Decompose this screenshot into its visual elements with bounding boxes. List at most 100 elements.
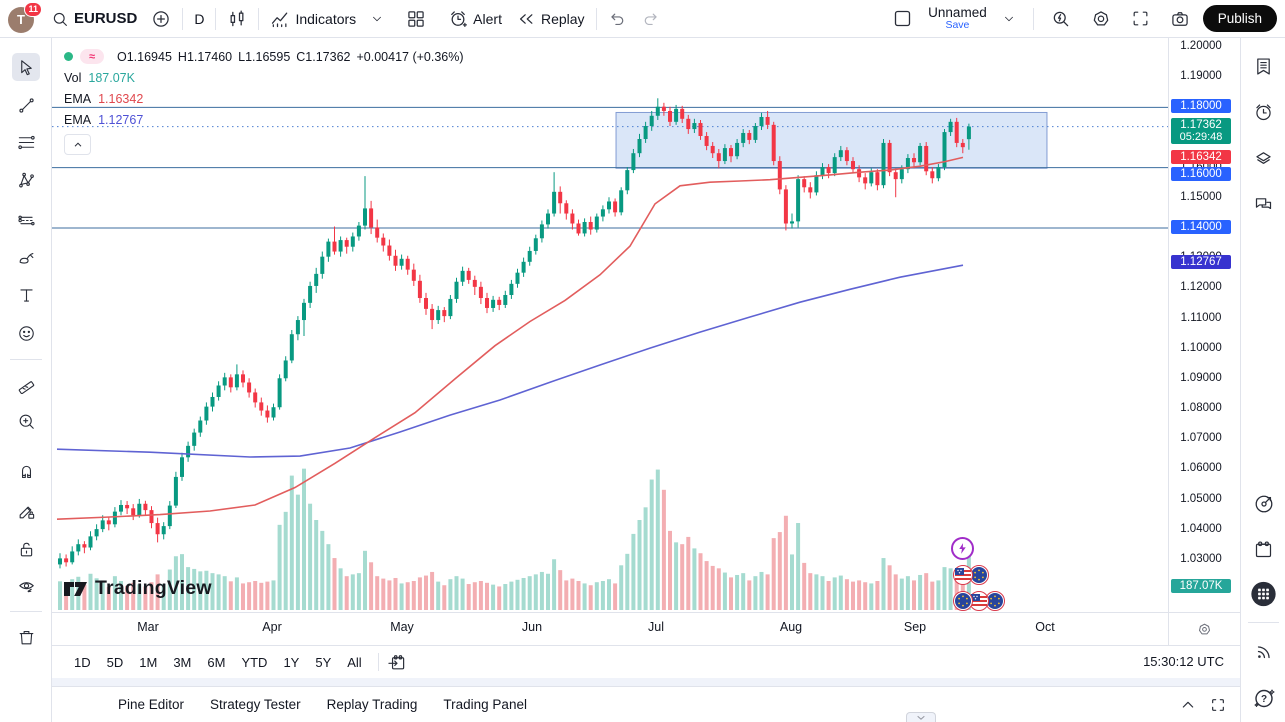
feed-button[interactable] <box>1250 638 1277 665</box>
help-button[interactable]: ? <box>1250 684 1277 711</box>
layout-menu[interactable]: Unnamed Save <box>926 5 989 32</box>
indicators-button[interactable]: Indicators <box>263 5 363 33</box>
footer-tab-trading-panel[interactable]: Trading Panel <box>443 697 527 712</box>
range-button-all[interactable]: All <box>347 654 362 670</box>
economic-event-flag-eu-icon[interactable] <box>985 591 1005 611</box>
fullscreen-icon[interactable] <box>1124 5 1157 32</box>
settings-gear-icon[interactable] <box>1084 5 1118 33</box>
price-tick: 1.15000 <box>1180 190 1222 203</box>
volume-legend-row[interactable]: Vol 187.07K <box>64 67 464 88</box>
economic-event-flag-us-icon[interactable] <box>953 565 973 585</box>
range-button-ytd[interactable]: YTD <box>241 654 268 670</box>
lock-drawings-button[interactable] <box>12 535 40 563</box>
chat-button[interactable] <box>1250 191 1277 218</box>
pattern-tool-button[interactable] <box>12 166 40 194</box>
trend-line-tool-button[interactable] <box>12 91 40 119</box>
economic-event-lightning-icon[interactable] <box>951 537 974 560</box>
chart-style-button[interactable] <box>220 5 254 33</box>
ema-slow-legend-row[interactable]: EMA 1.12767 <box>64 109 464 130</box>
zoom-in-button[interactable] <box>12 407 40 435</box>
symbol-legend-row[interactable]: ≈ O1.16945 H1.17460 L1.16595 C1.17362 +0… <box>64 46 464 67</box>
volume-value: 187.07K <box>88 70 135 85</box>
price-tick: 1.10000 <box>1180 341 1222 354</box>
footer-tab-replay-trading[interactable]: Replay Trading <box>326 697 418 712</box>
footer-tab-pine-editor[interactable]: Pine Editor <box>118 697 185 712</box>
session-clock[interactable]: 15:30:12 UTC <box>1143 654 1224 669</box>
emoji-tool-button[interactable] <box>12 319 40 347</box>
cursor-tool-button[interactable] <box>12 53 40 81</box>
quick-search-icon[interactable] <box>1044 5 1078 33</box>
drawing-mode-button[interactable] <box>12 497 40 525</box>
toolbar-separator <box>215 7 217 30</box>
text-tool-button[interactable] <box>12 281 40 309</box>
magnet-tool-button[interactable] <box>12 459 40 487</box>
ema-fast-legend-row[interactable]: EMA 1.16342 <box>64 88 464 109</box>
ohlc-change: +0.00417 (+0.36%) <box>356 49 464 64</box>
user-menu-button[interactable]: T 11 <box>8 1 42 34</box>
brush-tool-button[interactable] <box>12 243 40 271</box>
economic-event-flag-us-icon[interactable] <box>969 591 989 611</box>
ema-fast-label: EMA <box>64 91 92 106</box>
month-label: Sep <box>903 620 927 634</box>
watchlist-button[interactable] <box>1250 53 1277 80</box>
alerts-panel-button[interactable] <box>1250 99 1277 126</box>
axis-settings-gear-icon[interactable] <box>1197 622 1212 637</box>
panel-resize-handle[interactable] <box>906 712 936 722</box>
calendar-button[interactable] <box>1250 536 1277 563</box>
chart-canvas[interactable] <box>52 38 1168 612</box>
legend-collapse-button[interactable] <box>64 134 91 155</box>
data-window-layers-button[interactable] <box>1250 145 1277 172</box>
interval-button[interactable]: D <box>194 10 205 27</box>
replay-icon <box>516 9 536 29</box>
range-button-5y[interactable]: 5Y <box>315 654 332 670</box>
position-projection-tool-button[interactable] <box>12 206 40 234</box>
range-button-1d[interactable]: 1D <box>74 654 91 670</box>
range-button-1y[interactable]: 1Y <box>283 654 300 670</box>
ema-slow-value: 1.12767 <box>98 112 144 127</box>
alert-button[interactable]: Alert <box>441 5 509 33</box>
price-axis-badge: 1.14000 <box>1171 219 1231 234</box>
range-separator <box>377 653 379 671</box>
price-axis-badge: 187.07K <box>1171 578 1231 593</box>
panel-maximize-icon[interactable] <box>1210 697 1226 713</box>
panel-expand-chevron-icon[interactable] <box>1180 697 1196 713</box>
snapshot-camera-icon[interactable] <box>1163 5 1197 33</box>
economic-event-flag-eu-icon[interactable] <box>953 591 973 611</box>
compare-add-button[interactable] <box>144 5 178 33</box>
screener-button[interactable] <box>1250 490 1277 517</box>
hide-drawings-button[interactable] <box>12 572 40 600</box>
redo-button[interactable] <box>634 5 667 32</box>
range-button-1m[interactable]: 1M <box>139 654 158 670</box>
axis-settings-corner <box>1168 612 1240 645</box>
economic-event-flag-eu-icon[interactable] <box>969 565 989 585</box>
symbol-search-button[interactable]: EURUSD <box>44 6 144 32</box>
publish-button[interactable]: Publish <box>1202 5 1277 32</box>
indicator-templates-chevron[interactable] <box>363 8 391 30</box>
undo-button[interactable] <box>601 5 634 32</box>
toolbar-divider <box>10 359 42 360</box>
remove-drawings-trash-button[interactable] <box>12 623 40 651</box>
range-button-3m[interactable]: 3M <box>173 654 192 670</box>
layout-chevron-down-icon[interactable] <box>995 8 1023 30</box>
go-to-date-icon[interactable] <box>387 653 406 672</box>
save-button[interactable]: Save <box>945 18 970 31</box>
month-label: Oct <box>1035 620 1055 634</box>
ema-fast-value: 1.16342 <box>98 91 144 106</box>
delayed-data-icon[interactable]: ≈ <box>80 49 104 64</box>
layout-thumbnail-icon[interactable] <box>885 4 920 33</box>
measure-ruler-button[interactable] <box>12 370 40 398</box>
month-label: Jul <box>648 620 664 634</box>
apps-grid-button[interactable] <box>1250 580 1277 607</box>
footer-tab-strategy-tester[interactable]: Strategy Tester <box>210 697 301 712</box>
replay-button[interactable]: Replay <box>509 5 592 33</box>
alert-label: Alert <box>473 10 502 27</box>
fib-retracement-tool-button[interactable] <box>12 128 40 156</box>
right-sidebar: ? <box>1240 38 1285 722</box>
range-button-5d[interactable]: 5D <box>106 654 124 670</box>
price-axis[interactable]: 1.200001.190001.180001.170001.160001.150… <box>1168 38 1240 645</box>
range-button-6m[interactable]: 6M <box>207 654 226 670</box>
ema-slow-label: EMA <box>64 112 92 127</box>
grid-layout-button[interactable] <box>399 5 433 33</box>
time-axis[interactable]: Mar Apr May Jun Jul Aug Sep Oct <box>52 612 1168 645</box>
